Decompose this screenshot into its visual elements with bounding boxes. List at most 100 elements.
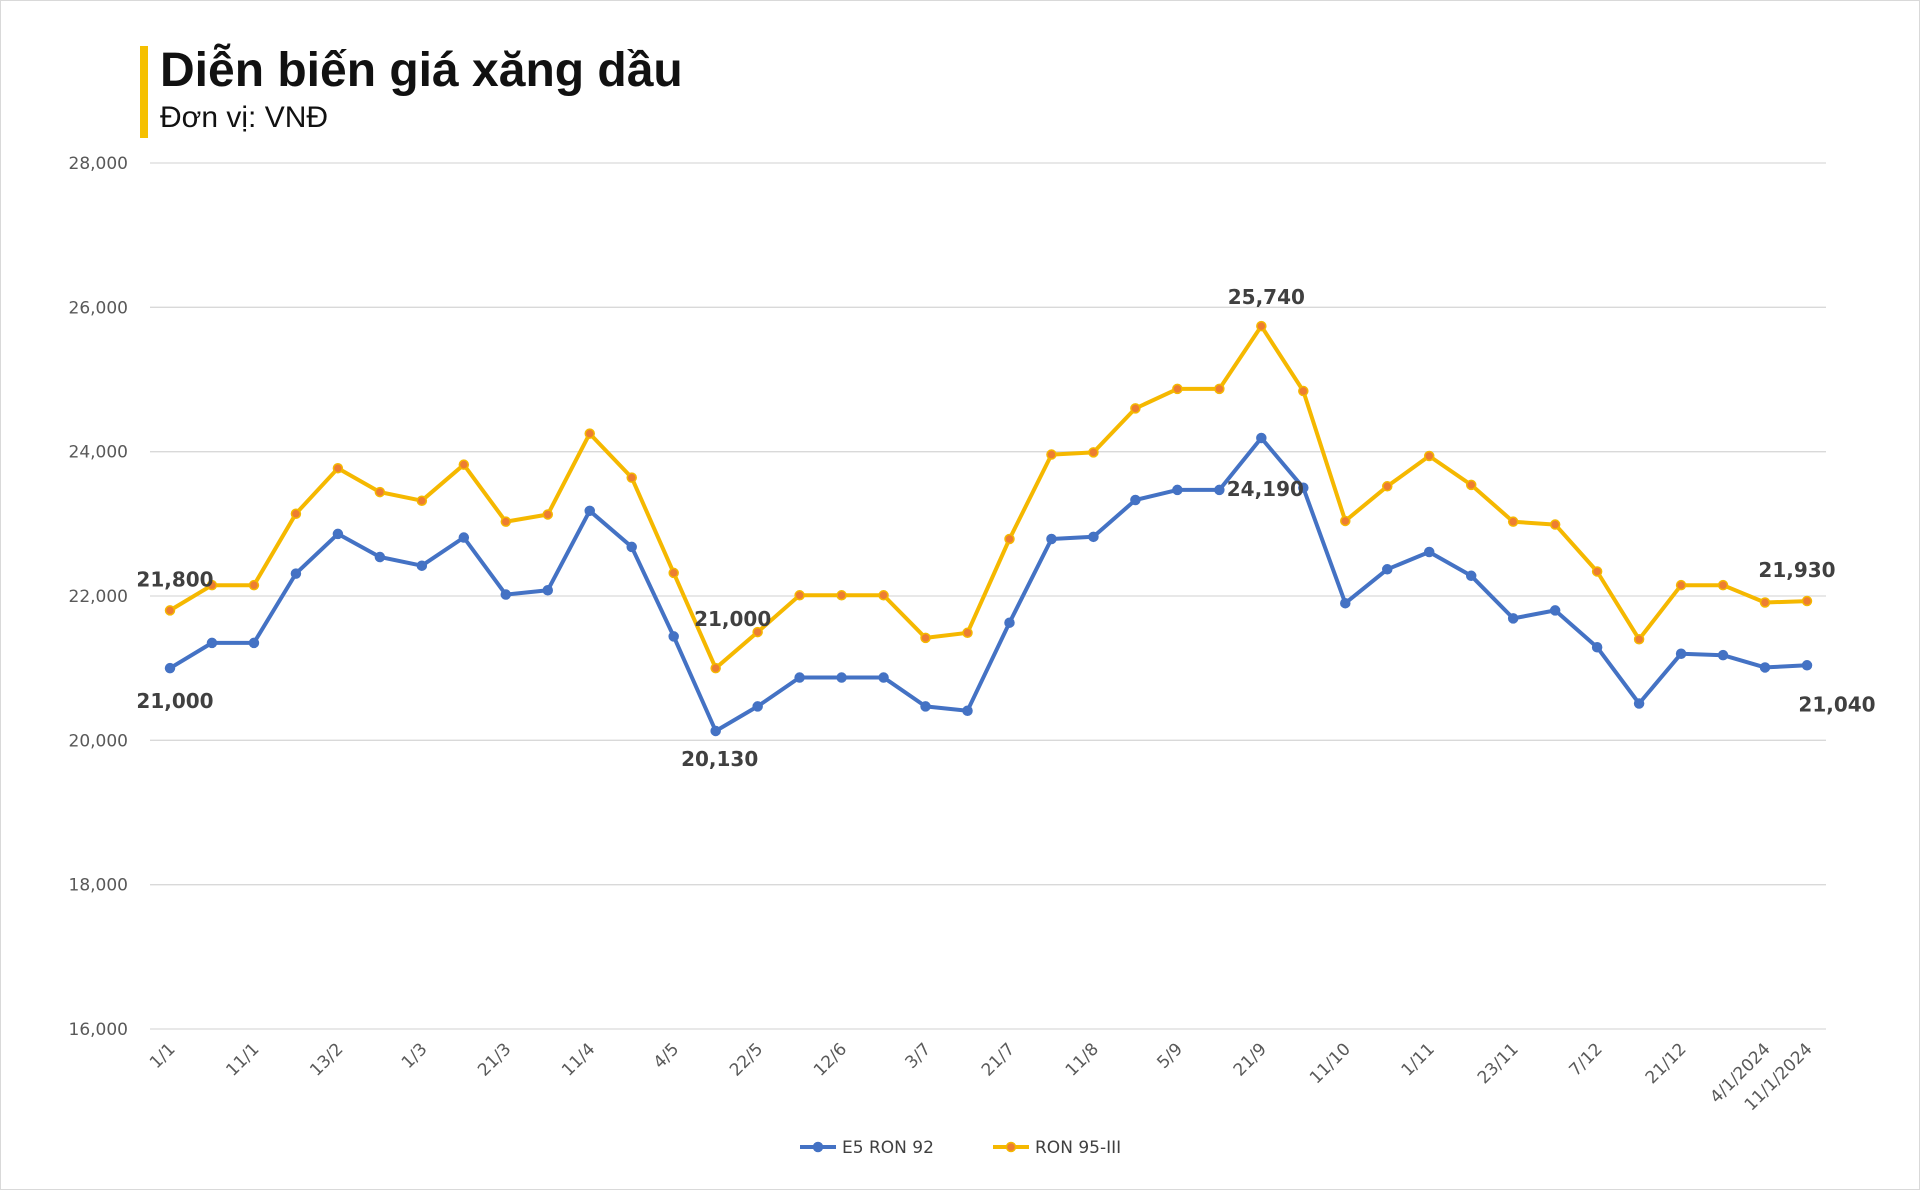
data-point bbox=[626, 472, 637, 483]
x-tick-label: 21/9 bbox=[1230, 1039, 1271, 1080]
x-tick-label: 21/12 bbox=[1642, 1039, 1691, 1088]
data-point bbox=[1172, 484, 1183, 496]
data-point bbox=[500, 516, 512, 527]
y-tick-label: 24,000 bbox=[69, 443, 128, 463]
data-label: 21,040 bbox=[1798, 692, 1875, 716]
data-point bbox=[1382, 481, 1393, 492]
data-point bbox=[542, 509, 554, 520]
data-point bbox=[500, 589, 512, 600]
data-point bbox=[164, 662, 176, 674]
data-point bbox=[1675, 579, 1687, 591]
x-tick-label: 22/5 bbox=[726, 1039, 767, 1080]
data-point bbox=[668, 567, 679, 579]
series-lines bbox=[168, 324, 1809, 733]
data-point bbox=[1256, 320, 1267, 332]
legend-swatch-marker bbox=[812, 1141, 824, 1153]
data-point bbox=[1801, 595, 1813, 607]
data-point bbox=[164, 605, 176, 616]
y-axis-ticks: 16,000 18,000 20,000 22,000 24,000 26,000 28,0… bbox=[69, 154, 128, 1040]
x-tick-label: 11/1 bbox=[222, 1039, 263, 1080]
data-point bbox=[1759, 597, 1771, 608]
data-point bbox=[752, 626, 763, 638]
data-label: 25,740 bbox=[1228, 285, 1305, 309]
data-point bbox=[1717, 649, 1729, 661]
y-tick-label: 16,000 bbox=[69, 1020, 128, 1040]
data-point bbox=[206, 637, 218, 649]
data-point bbox=[710, 725, 721, 737]
legend-label: E5 RON 92 bbox=[842, 1138, 934, 1158]
x-axis-ticks: 1/1 11/1 13/2 1/3 21/3 11/4 4/5 22/5 12/6 3/7 21/7… bbox=[146, 1039, 1816, 1115]
x-tick-label: 7/12 bbox=[1566, 1039, 1607, 1080]
data-point bbox=[458, 459, 470, 470]
data-point bbox=[794, 672, 805, 683]
data-point bbox=[1172, 383, 1183, 395]
data-point bbox=[542, 584, 554, 596]
data-point bbox=[1298, 482, 1309, 493]
data-label: 21,800 bbox=[136, 567, 213, 591]
legend-swatch-marker bbox=[1005, 1141, 1017, 1153]
data-point bbox=[1382, 564, 1393, 575]
data-point bbox=[416, 495, 428, 506]
data-point bbox=[1130, 403, 1141, 414]
data-point bbox=[1633, 698, 1645, 709]
data-point bbox=[1088, 531, 1099, 543]
y-tick-label: 20,000 bbox=[69, 731, 128, 751]
x-tick-label: 1/1 bbox=[146, 1039, 179, 1072]
data-point bbox=[332, 463, 344, 474]
data-point bbox=[920, 701, 931, 712]
data-point bbox=[1046, 449, 1057, 460]
data-point bbox=[1591, 641, 1603, 653]
data-point bbox=[626, 541, 637, 553]
gridlines bbox=[150, 162, 1826, 1030]
data-point bbox=[962, 627, 973, 639]
y-tick-label: 26,000 bbox=[69, 298, 128, 318]
series-line bbox=[168, 324, 1809, 671]
data-point bbox=[1675, 648, 1687, 659]
y-tick-label: 22,000 bbox=[69, 587, 128, 607]
data-labels: 21,800 21,000 21,000 20,130 25,740 24,190 21,9… bbox=[136, 285, 1875, 771]
data-point bbox=[962, 705, 973, 716]
data-point bbox=[836, 672, 847, 683]
data-point bbox=[1717, 579, 1729, 591]
data-point bbox=[374, 551, 386, 563]
data-point bbox=[332, 528, 344, 540]
x-tick-label: 1/3 bbox=[398, 1039, 431, 1072]
data-point bbox=[584, 505, 595, 517]
x-tick-label: 21/3 bbox=[474, 1039, 515, 1080]
data-point bbox=[290, 568, 302, 579]
data-point bbox=[458, 532, 470, 543]
legend: E5 RON 92 RON 95-III bbox=[800, 1138, 1121, 1158]
chart-subtitle: Đơn vị: VNĐ bbox=[160, 101, 329, 134]
data-point bbox=[1298, 385, 1309, 397]
x-tick-label: 1/11 bbox=[1398, 1039, 1439, 1080]
y-tick-label: 18,000 bbox=[69, 876, 128, 896]
data-point bbox=[584, 428, 595, 439]
data-label: 24,190 bbox=[1227, 477, 1304, 501]
data-point bbox=[1004, 617, 1015, 628]
data-label: 21,000 bbox=[136, 689, 213, 713]
data-point bbox=[1801, 660, 1813, 671]
series-markers bbox=[164, 320, 1813, 737]
data-point bbox=[1759, 662, 1771, 673]
data-point bbox=[878, 672, 889, 683]
x-tick-label: 11/10 bbox=[1306, 1039, 1355, 1088]
data-point bbox=[1549, 519, 1561, 530]
data-point bbox=[1130, 494, 1141, 506]
data-point bbox=[836, 590, 847, 601]
title-block: Diễn biến giá xăng dầu Đơn vị: VNĐ bbox=[140, 46, 683, 138]
data-point bbox=[920, 632, 931, 644]
x-tick-label: 3/7 bbox=[902, 1039, 935, 1072]
data-point bbox=[290, 508, 302, 519]
data-point bbox=[1256, 432, 1267, 444]
data-point bbox=[1633, 634, 1645, 645]
data-point bbox=[1423, 450, 1435, 462]
data-point bbox=[1004, 533, 1015, 545]
legend-label: RON 95-III bbox=[1035, 1138, 1121, 1158]
data-point bbox=[248, 637, 260, 649]
data-point bbox=[752, 701, 763, 712]
data-point bbox=[1088, 447, 1099, 458]
data-point bbox=[1507, 613, 1519, 624]
x-tick-label: 4/5 bbox=[650, 1039, 683, 1072]
data-point bbox=[374, 486, 386, 498]
